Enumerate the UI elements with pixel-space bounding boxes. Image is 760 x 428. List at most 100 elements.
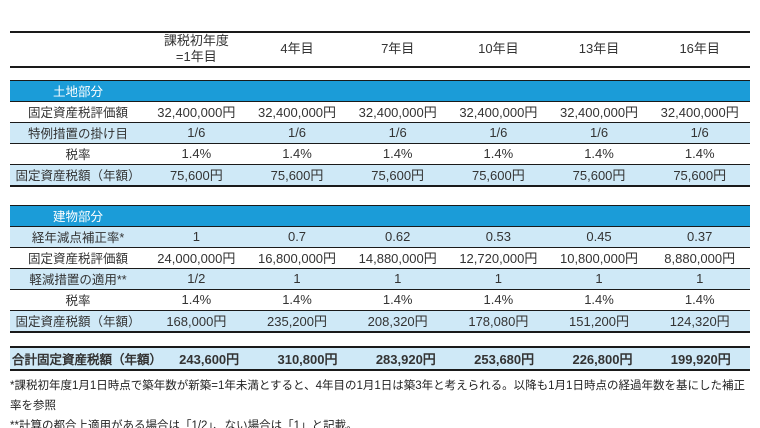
table-cell: 1.4% xyxy=(282,292,312,307)
table-cell: 1 xyxy=(293,271,301,286)
table-cell: 1.4% xyxy=(181,292,212,307)
table-cell: 32,400,000円 xyxy=(157,105,236,120)
row-label: 固定資産税額（年額） xyxy=(15,169,141,183)
table-cell: 1 xyxy=(192,229,200,244)
table-cell: 0.7 xyxy=(287,229,307,244)
table-cell: 1/6 xyxy=(287,125,307,140)
column-header-year16: 16年目 xyxy=(679,41,720,57)
table-cell: 1/2 xyxy=(187,271,206,286)
table-cell: 1.4% xyxy=(382,146,413,161)
footnote-correction-rate: *課税初年度1月1日時点で築年数が新築=1年未満とすると、4年目の1月1日は築3… xyxy=(10,379,745,412)
table-cell: 1/6 xyxy=(489,125,508,140)
row-label: 軽減措置の適用** xyxy=(29,273,127,287)
table-cell: 12,720,000円 xyxy=(459,251,538,266)
row-label: 特例措置の掛け目 xyxy=(27,127,128,141)
row-label: 固定資産税評価額 xyxy=(27,106,128,120)
table-cell: 10,800,000円 xyxy=(559,251,639,266)
table-cell: 1 xyxy=(394,271,402,286)
table-cell: 1.4% xyxy=(181,146,212,161)
table-cell: 1.4% xyxy=(382,292,413,307)
table-cell: 178,080円 xyxy=(468,314,529,329)
table-cell: 75,600円 xyxy=(169,168,223,183)
table-cell: 1.4% xyxy=(483,292,514,307)
total-cell: 253,680円 xyxy=(474,351,535,367)
section-land: 土地部分 固定資産税評価額 32,400,000円 32,400,000円 32… xyxy=(10,79,750,187)
table-cell: 235,200円 xyxy=(267,314,327,329)
table-cell: 14,880,000円 xyxy=(358,251,437,266)
table-cell: 24,000,000円 xyxy=(157,251,236,266)
table-cell: 1/6 xyxy=(589,125,609,140)
column-header-year4: 4年目 xyxy=(280,41,314,57)
table-cell: 0.62 xyxy=(385,229,411,244)
table-row: 固定資産税評価額 24,000,000円 16,800,000円 14,880,… xyxy=(10,246,750,268)
table-cell: 1.4% xyxy=(684,146,715,161)
spacer xyxy=(10,187,750,205)
table-cell: 1 xyxy=(696,271,704,286)
table-cell: 75,600円 xyxy=(270,168,324,183)
table-cell: 1 xyxy=(494,271,502,286)
footnote-reduction-notation: **計算の都合上適用がある場合は「1/2」、ない場合は「1」と記載。 xyxy=(10,419,358,428)
table-row: 固定資産税評価額 32,400,000円 32,400,000円 32,400,… xyxy=(10,100,750,122)
fixed-asset-tax-table: 課税初年度 =1年目 4年目 7年目 10年目 13年目 16年目 土地部分 固… xyxy=(10,31,750,428)
table-row: 軽減措置の適用** 1/2 1 1 1 1 1 xyxy=(10,267,750,289)
row-label: 固定資産税評価額 xyxy=(27,252,128,266)
column-header-year7: 7年目 xyxy=(381,41,415,57)
table-row: 経年減点補正率* 1 0.7 0.62 0.53 0.45 0.37 xyxy=(10,225,750,247)
row-label: 税率 xyxy=(65,148,91,162)
table-row: 特例措置の掛け目 1/6 1/6 1/6 1/6 1/6 1/6 xyxy=(10,121,750,143)
table-row: 税率 1.4% 1.4% 1.4% 1.4% 1.4% 1.4% xyxy=(10,288,750,310)
table-cell: 1.4% xyxy=(282,146,312,161)
table-cell: 32,400,000円 xyxy=(459,105,538,120)
table-cell: 124,320円 xyxy=(669,314,730,329)
total-label: 合計固定資産税額（年額） xyxy=(12,352,163,367)
table-cell: 1 xyxy=(595,271,603,286)
spacer xyxy=(10,333,750,346)
total-cell: 283,920円 xyxy=(375,351,436,367)
total-cell: 310,800円 xyxy=(277,351,338,367)
table-cell: 208,320円 xyxy=(367,314,428,329)
total-cell: 199,920円 xyxy=(670,351,731,367)
row-label: 税率 xyxy=(65,294,91,308)
table-cell: 16,800,000円 xyxy=(257,251,337,266)
table-cell: 0.53 xyxy=(485,229,511,244)
column-header-year1: 課税初年度 =1年目 xyxy=(163,33,229,65)
table-cell: 75,600円 xyxy=(572,168,626,183)
table-cell: 1/6 xyxy=(690,125,709,140)
table-cell: 1.4% xyxy=(584,146,614,161)
table-cell: 1/6 xyxy=(187,125,206,140)
section-building: 建物部分 経年減点補正率* 1 0.7 0.62 0.53 0.45 0.37 … xyxy=(10,204,750,333)
section-header-land: 土地部分 xyxy=(10,79,750,101)
table-cell: 0.37 xyxy=(687,229,713,244)
table-cell: 151,200円 xyxy=(569,314,630,329)
table-row: 固定資産税額（年額） 75,600円 75,600円 75,600円 75,60… xyxy=(10,163,750,185)
section-title: 建物部分 xyxy=(52,210,103,224)
column-header-year10: 10年目 xyxy=(478,41,519,57)
row-label: 固定資産税額（年額） xyxy=(15,315,141,329)
total-cell: 226,800円 xyxy=(572,351,633,367)
table-row: 固定資産税額（年額） 168,000円 235,200円 208,320円 17… xyxy=(10,309,750,331)
column-header-year13: 13年目 xyxy=(578,41,620,57)
spacer xyxy=(10,68,750,80)
table-cell: 1/6 xyxy=(388,125,407,140)
table-cell: 32,400,000円 xyxy=(257,105,337,120)
table-cell: 0.45 xyxy=(586,229,612,244)
table-cell: 75,600円 xyxy=(371,168,425,183)
table-cell: 75,600円 xyxy=(471,168,525,183)
table-cell: 1.4% xyxy=(684,292,715,307)
table-cell: 1.4% xyxy=(584,292,614,307)
row-label: 経年減点補正率* xyxy=(31,231,125,245)
table-cell: 75,600円 xyxy=(673,168,727,183)
table-cell: 1.4% xyxy=(483,146,514,161)
section-title: 土地部分 xyxy=(52,85,103,99)
table-cell: 32,400,000円 xyxy=(660,105,739,120)
table-cell: 32,400,000円 xyxy=(559,105,639,120)
total-row: 合計固定資産税額（年額） 243,600円 310,800円 283,920円 … xyxy=(10,345,750,371)
table-row: 税率 1.4% 1.4% 1.4% 1.4% 1.4% 1.4% xyxy=(10,142,750,164)
table-cell: 32,400,000円 xyxy=(358,105,437,120)
table-cell: 8,880,000円 xyxy=(664,251,736,266)
table-cell: 168,000円 xyxy=(166,314,227,329)
column-header-row: 課税初年度 =1年目 4年目 7年目 10年目 13年目 16年目 xyxy=(10,31,750,68)
footnotes: *課税初年度1月1日時点で築年数が新築=1年未満とすると、4年目の1月1日は築3… xyxy=(10,376,750,428)
section-header-building: 建物部分 xyxy=(10,204,750,226)
